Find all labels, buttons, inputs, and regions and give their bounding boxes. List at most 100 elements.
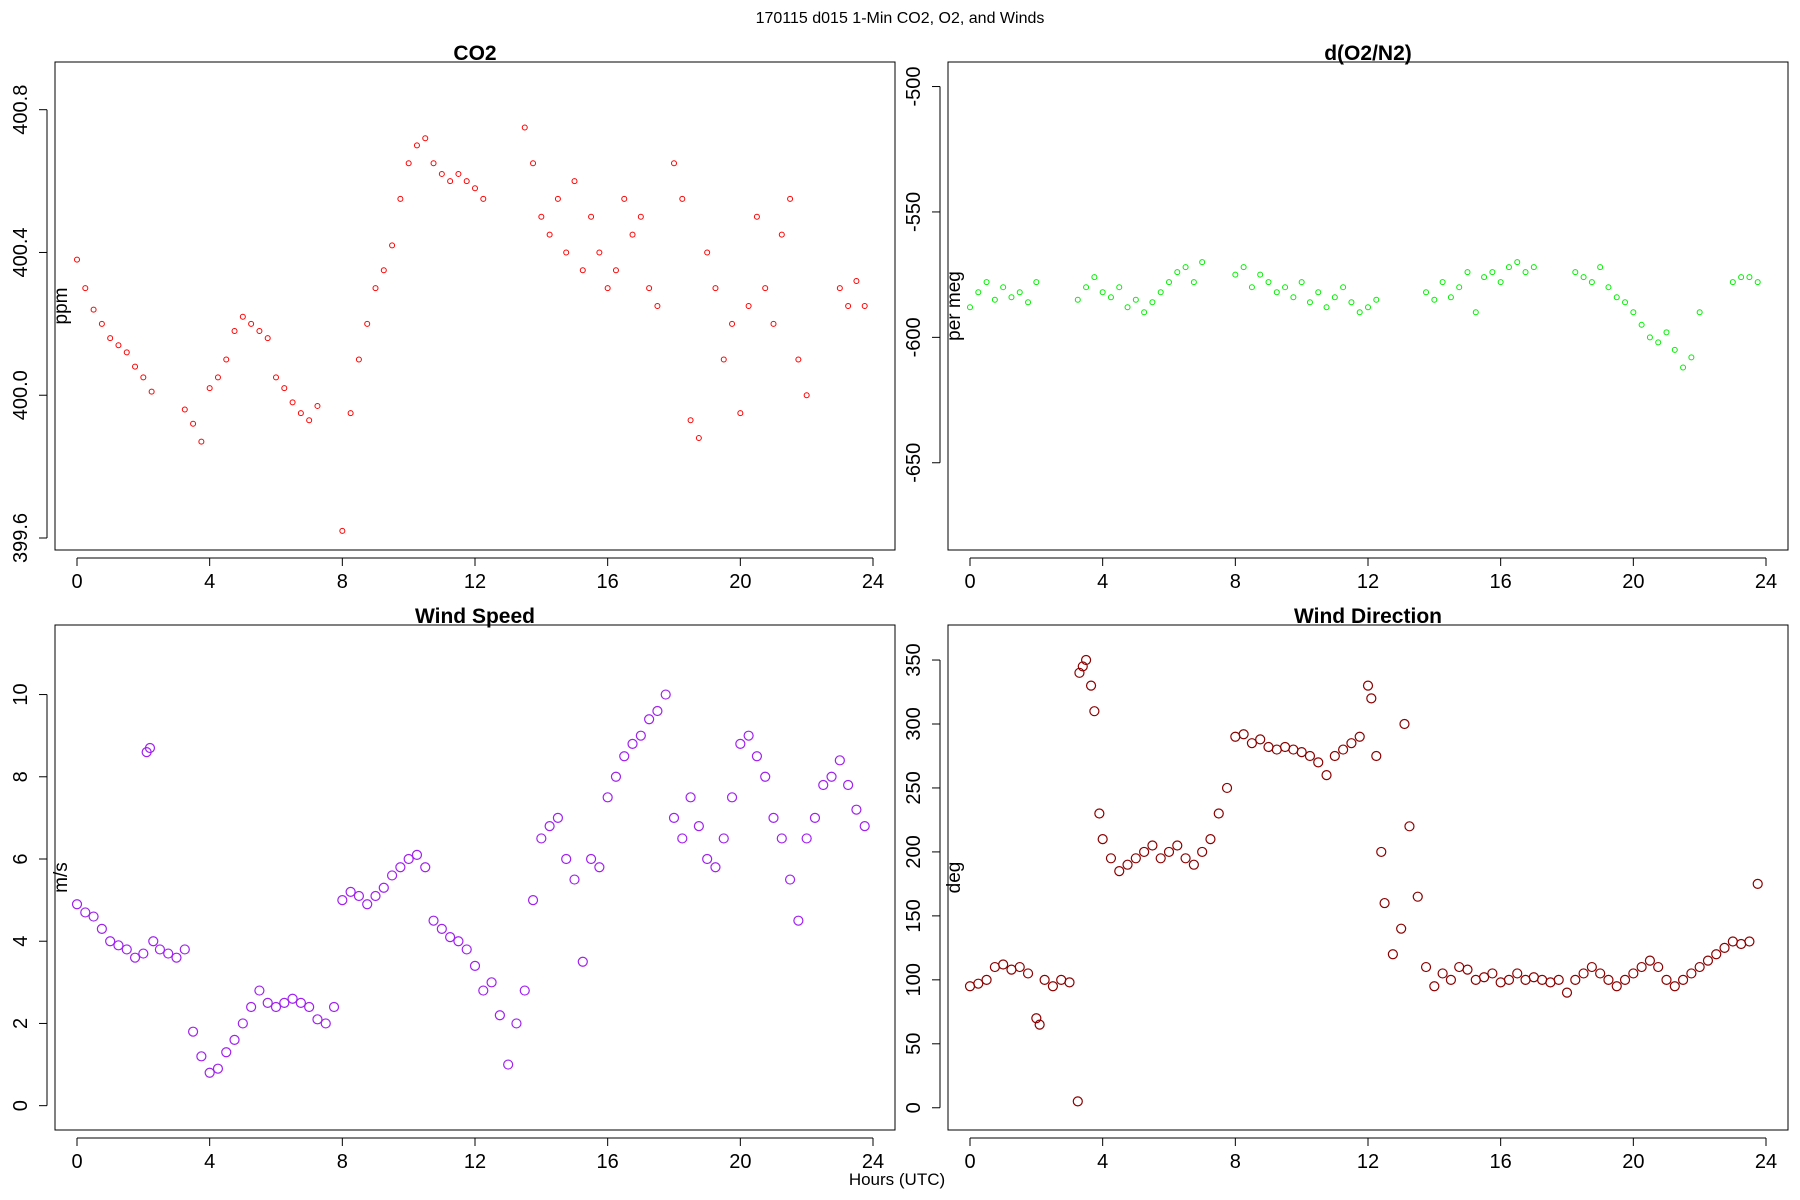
wind-direction-point <box>1495 977 1506 988</box>
o2n2-x-tick-label: 8 <box>1230 571 1241 593</box>
wind-speed-y-tick-label: 0 <box>10 1100 32 1111</box>
o2n2-point <box>1622 299 1629 306</box>
wind-direction-point <box>1221 782 1233 794</box>
wind-speed-point <box>262 997 273 1008</box>
co2-point <box>405 160 412 167</box>
o2n2-point <box>1008 294 1015 301</box>
wind-direction-point <box>1371 750 1382 762</box>
o2n2-point <box>1630 309 1637 316</box>
co2-x-tick-label: 8 <box>337 571 348 593</box>
o2n2-point <box>1182 264 1189 271</box>
o2n2-point <box>1016 289 1023 296</box>
o2n2-point <box>1754 279 1761 286</box>
co2-point <box>115 342 122 349</box>
o2n2-y-tick-label: -600 <box>903 317 925 357</box>
o2n2-point <box>1423 289 1430 296</box>
wind-direction-point <box>1537 974 1548 985</box>
wind-direction-point <box>1603 974 1614 985</box>
wind-direction-point <box>1304 750 1316 762</box>
co2-point <box>90 306 97 313</box>
wind-direction-point <box>1561 987 1573 998</box>
wind-direction-point <box>1329 750 1340 762</box>
wind-speed-point <box>577 956 588 967</box>
wind-direction-point <box>1246 738 1258 749</box>
co2-point <box>380 267 387 274</box>
wind-speed-point <box>660 689 671 700</box>
wind-direction-point <box>1487 968 1498 979</box>
wind-direction-point <box>1362 680 1374 691</box>
o2n2-y-tick-label: -500 <box>903 67 925 107</box>
wind-speed-point <box>411 849 423 860</box>
wind-direction-point <box>964 981 976 992</box>
o2n2-point <box>1273 289 1280 296</box>
o2n2-point <box>1340 284 1347 291</box>
wind-speed-point <box>428 915 439 926</box>
wind-speed-point <box>270 1001 282 1013</box>
wind-speed-point <box>113 940 124 951</box>
wind-direction-point <box>1022 968 1034 979</box>
wind-speed-point <box>544 821 555 832</box>
wind-direction-point <box>1031 1013 1042 1024</box>
co2-point <box>612 267 619 274</box>
o2n2-title: d(O2/N2) <box>1324 42 1412 65</box>
wind-speed-point <box>627 738 638 749</box>
wind-direction-point <box>1694 961 1705 973</box>
wind-speed-point <box>80 907 91 918</box>
wind-speed-point <box>644 714 655 725</box>
wind-direction-point <box>1213 808 1224 819</box>
wind-direction-point <box>1230 731 1241 742</box>
co2-point <box>803 392 810 399</box>
o2n2-point <box>1149 299 1156 306</box>
co2-point <box>770 320 777 327</box>
co2-panel: CO2 0 4 8 12 16 20 24 399.6 400.0 400.4 400.8 ppm <box>10 42 896 593</box>
wind-direction-point <box>1379 897 1390 909</box>
o2n2-y-tick-label: -650 <box>903 443 925 483</box>
wind-speed-point <box>204 1067 215 1078</box>
wind-speed-point <box>859 821 870 832</box>
wind-direction-y-tick-label: 300 <box>903 707 925 740</box>
wind-speed-x-tick-label: 4 <box>204 1151 215 1173</box>
o2n2-point <box>1074 296 1081 303</box>
co2-y-tick-label: 400.0 <box>10 370 32 420</box>
wind-direction-point <box>1586 961 1597 973</box>
co2-y-axis-label: ppm <box>51 288 72 325</box>
co2-point <box>455 170 462 177</box>
wind-direction-point <box>1376 846 1387 858</box>
co2-point <box>422 135 429 142</box>
co2-point <box>430 160 437 167</box>
co2-x-tick-label: 4 <box>204 571 215 593</box>
wind-direction-point <box>1454 961 1465 973</box>
co2-point <box>861 303 868 309</box>
wind-direction-point <box>1752 878 1763 889</box>
wind-direction-point <box>1147 840 1158 851</box>
co2-point <box>472 185 478 192</box>
o2n2-point <box>1680 364 1687 371</box>
wind-direction-point <box>1080 654 1092 666</box>
o2n2-panel: d(O2/N2) 0 4 8 12 16 20 24 -650 -600 -550 -500 per m… <box>903 42 1789 593</box>
co2-point <box>355 356 362 363</box>
wind-direction-x-tick-label: 16 <box>1490 1151 1512 1173</box>
o2n2-point <box>1356 309 1363 316</box>
co2-point <box>787 195 794 202</box>
o2n2-point <box>1472 309 1479 316</box>
wind-direction-point <box>1686 968 1697 979</box>
wind-direction-point <box>1163 846 1175 858</box>
co2-point <box>140 374 147 381</box>
o2n2-point <box>1174 269 1181 276</box>
o2n2-point <box>1663 329 1670 336</box>
wind-speed-x-tick-label: 0 <box>71 1151 82 1173</box>
wind-direction-point <box>1669 981 1680 992</box>
wind-direction-point <box>1155 853 1166 864</box>
o2n2-plot-frame <box>947 61 1789 551</box>
co2-point <box>679 195 686 202</box>
wind-direction-point <box>1595 968 1606 979</box>
wind-direction-point <box>973 978 984 989</box>
wind-direction-point <box>1653 961 1664 973</box>
o2n2-point <box>1000 284 1007 291</box>
wind-speed-point <box>138 948 149 959</box>
o2n2-point <box>1746 274 1753 281</box>
wind-direction-point <box>1094 808 1105 819</box>
wind-speed-point <box>386 870 398 881</box>
wind-direction-point <box>1404 821 1415 832</box>
wind-direction-point <box>981 974 992 985</box>
